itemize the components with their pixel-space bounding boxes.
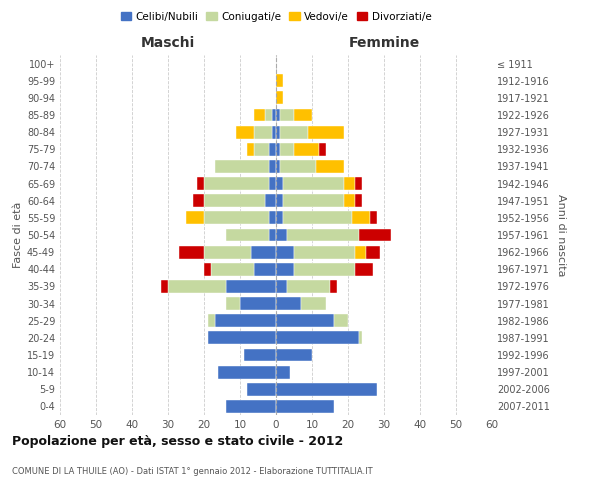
Bar: [276, 160, 280, 173]
Bar: [330, 280, 337, 293]
Bar: [359, 228, 391, 241]
Bar: [269, 177, 276, 190]
Bar: [226, 228, 269, 241]
Bar: [276, 108, 280, 122]
Bar: [236, 126, 254, 138]
Bar: [287, 228, 359, 241]
Bar: [287, 280, 330, 293]
Bar: [251, 246, 276, 258]
Bar: [254, 143, 269, 156]
Bar: [355, 177, 362, 190]
Bar: [254, 126, 272, 138]
Bar: [283, 212, 352, 224]
Bar: [359, 332, 362, 344]
Legend: Celibi/Nubili, Coniugati/e, Vedovi/e, Divorziati/e: Celibi/Nubili, Coniugati/e, Vedovi/e, Di…: [116, 8, 436, 26]
Bar: [319, 143, 326, 156]
Bar: [269, 143, 276, 156]
Bar: [276, 263, 294, 276]
Bar: [276, 280, 287, 293]
Bar: [193, 194, 204, 207]
Bar: [226, 297, 240, 310]
Bar: [272, 108, 276, 122]
Bar: [204, 246, 251, 258]
Bar: [276, 332, 359, 344]
Bar: [161, 280, 168, 293]
Bar: [254, 263, 276, 276]
Bar: [276, 74, 283, 87]
Bar: [247, 143, 254, 156]
Bar: [265, 194, 276, 207]
Text: Popolazione per età, sesso e stato civile - 2012: Popolazione per età, sesso e stato civil…: [12, 435, 343, 448]
Bar: [244, 348, 276, 362]
Text: Femmine: Femmine: [349, 36, 419, 50]
Bar: [226, 400, 276, 413]
Bar: [294, 263, 355, 276]
Bar: [355, 263, 373, 276]
Bar: [186, 212, 204, 224]
Bar: [204, 263, 211, 276]
Bar: [276, 92, 283, 104]
Bar: [276, 126, 280, 138]
Bar: [355, 246, 366, 258]
Bar: [280, 143, 294, 156]
Bar: [254, 108, 265, 122]
Bar: [276, 400, 334, 413]
Bar: [276, 348, 312, 362]
Bar: [276, 383, 377, 396]
Bar: [294, 143, 319, 156]
Bar: [352, 212, 370, 224]
Bar: [265, 108, 272, 122]
Bar: [240, 297, 276, 310]
Bar: [283, 194, 344, 207]
Bar: [226, 280, 276, 293]
Bar: [334, 314, 348, 327]
Bar: [204, 177, 269, 190]
Bar: [276, 228, 287, 241]
Bar: [276, 246, 294, 258]
Bar: [344, 177, 355, 190]
Bar: [294, 108, 312, 122]
Bar: [301, 297, 326, 310]
Bar: [276, 297, 301, 310]
Bar: [204, 212, 269, 224]
Bar: [276, 366, 290, 378]
Bar: [355, 194, 362, 207]
Bar: [276, 314, 334, 327]
Bar: [280, 160, 316, 173]
Bar: [208, 332, 276, 344]
Bar: [276, 194, 283, 207]
Bar: [215, 314, 276, 327]
Bar: [276, 143, 280, 156]
Bar: [280, 126, 308, 138]
Bar: [370, 212, 377, 224]
Bar: [269, 160, 276, 173]
Bar: [269, 212, 276, 224]
Bar: [280, 108, 294, 122]
Bar: [269, 228, 276, 241]
Bar: [276, 177, 283, 190]
Bar: [344, 194, 355, 207]
Bar: [218, 366, 276, 378]
Bar: [316, 160, 344, 173]
Y-axis label: Anni di nascita: Anni di nascita: [556, 194, 566, 276]
Bar: [308, 126, 344, 138]
Bar: [204, 194, 265, 207]
Text: Maschi: Maschi: [141, 36, 195, 50]
Bar: [208, 314, 215, 327]
Bar: [179, 246, 204, 258]
Bar: [276, 212, 283, 224]
Bar: [197, 177, 204, 190]
Bar: [211, 263, 254, 276]
Bar: [215, 160, 269, 173]
Bar: [247, 383, 276, 396]
Bar: [366, 246, 380, 258]
Bar: [283, 177, 344, 190]
Bar: [168, 280, 226, 293]
Bar: [294, 246, 355, 258]
Bar: [272, 126, 276, 138]
Text: COMUNE DI LA THUILE (AO) - Dati ISTAT 1° gennaio 2012 - Elaborazione TUTTITALIA.: COMUNE DI LA THUILE (AO) - Dati ISTAT 1°…: [12, 468, 373, 476]
Y-axis label: Fasce di età: Fasce di età: [13, 202, 23, 268]
